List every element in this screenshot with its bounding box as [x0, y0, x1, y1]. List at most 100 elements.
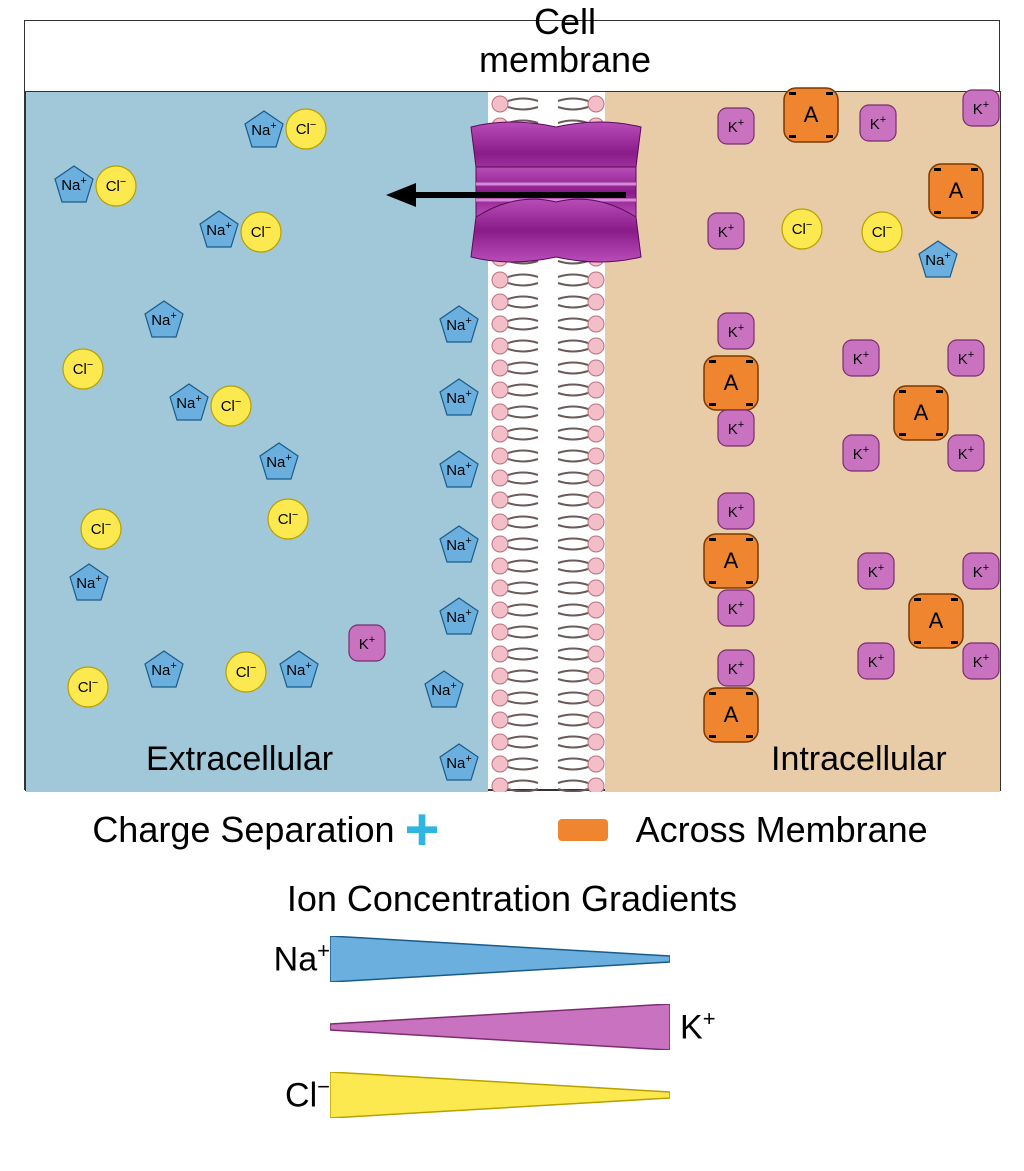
- k-ion: K+: [960, 640, 1002, 682]
- na-ion: Na+: [256, 439, 302, 485]
- k-icon: K+: [960, 640, 1002, 682]
- a-icon: A: [890, 382, 952, 444]
- a-ion: A: [890, 382, 952, 444]
- cl-ion: Cl−: [66, 665, 110, 709]
- na-icon: Na+: [436, 375, 482, 421]
- na-icon: Na+: [66, 560, 112, 606]
- k-icon: K+: [840, 337, 882, 379]
- k-ion: K+: [960, 550, 1002, 592]
- na-ion: Na+: [141, 647, 187, 693]
- na-icon: Na+: [196, 207, 242, 253]
- diagram-container: Cell membrane Na+ Cl− Na+ Cl− Na+ Cl− Na…: [24, 20, 1000, 790]
- gradient-k-label: K+: [680, 1006, 750, 1047]
- na-ion: Na+: [436, 375, 482, 421]
- cl-ion: Cl−: [224, 650, 268, 694]
- k-ion: K+: [715, 310, 757, 352]
- cl-icon: Cl−: [780, 207, 824, 251]
- k-icon: K+: [857, 102, 899, 144]
- k-icon: K+: [715, 647, 757, 689]
- k-ion: K+: [945, 432, 987, 474]
- cl-icon: Cl−: [239, 210, 283, 254]
- na-icon: Na+: [436, 302, 482, 348]
- a-icon: A: [905, 590, 967, 652]
- na-ion: Na+: [421, 667, 467, 713]
- a-ion: A: [925, 160, 987, 222]
- na-icon: Na+: [436, 594, 482, 640]
- k-icon: K+: [705, 210, 747, 252]
- a-ion: A: [700, 530, 762, 592]
- cl-ion: Cl−: [94, 164, 138, 208]
- cl-icon: Cl−: [284, 107, 328, 151]
- cl-ion: Cl−: [860, 210, 904, 254]
- k-ion: K+: [346, 622, 388, 664]
- a-icon: A: [700, 684, 762, 746]
- flux-arrow: [386, 180, 636, 210]
- a-ion: A: [905, 590, 967, 652]
- na-icon: Na+: [436, 740, 482, 786]
- k-ion: K+: [715, 490, 757, 532]
- na-ion: Na+: [436, 447, 482, 493]
- na-ion: Na+: [276, 647, 322, 693]
- k-ion: K+: [945, 337, 987, 379]
- na-ion: Na+: [141, 297, 187, 343]
- k-icon: K+: [945, 432, 987, 474]
- k-icon: K+: [715, 407, 757, 449]
- a-ion: A: [700, 352, 762, 414]
- membrane-title: Cell membrane: [465, 3, 665, 79]
- k-ion: K+: [715, 587, 757, 629]
- k-icon: K+: [855, 550, 897, 592]
- k-ion: K+: [857, 102, 899, 144]
- cl-icon: Cl−: [94, 164, 138, 208]
- na-icon: Na+: [436, 447, 482, 493]
- cl-icon: Cl−: [224, 650, 268, 694]
- cl-icon: Cl−: [66, 665, 110, 709]
- gradients-title: Ion Concentration Gradients: [0, 878, 1024, 920]
- na-ion: Na+: [241, 107, 287, 153]
- k-ion: K+: [960, 87, 1002, 129]
- svg-text:A: A: [949, 178, 964, 203]
- minus-icon: [558, 819, 608, 841]
- k-icon: K+: [840, 432, 882, 474]
- charge-right-text: Across Membrane: [636, 809, 928, 851]
- cl-icon: Cl−: [79, 507, 123, 551]
- na-icon: Na+: [276, 647, 322, 693]
- k-ion: K+: [855, 550, 897, 592]
- k-icon: K+: [715, 490, 757, 532]
- gradient-cl: Cl−: [260, 1066, 760, 1124]
- cl-ion: Cl−: [209, 384, 253, 428]
- k-ion: K+: [705, 210, 747, 252]
- svg-text:A: A: [929, 608, 944, 633]
- svg-text:A: A: [724, 702, 739, 727]
- svg-text:A: A: [724, 548, 739, 573]
- gradient-na: Na+: [260, 930, 760, 988]
- na-ion: Na+: [166, 380, 212, 426]
- na-ion: Na+: [436, 302, 482, 348]
- na-icon: Na+: [141, 647, 187, 693]
- na-icon: Na+: [915, 237, 961, 283]
- gradient-na-label: Na+: [260, 938, 330, 979]
- na-icon: Na+: [241, 107, 287, 153]
- cl-icon: Cl−: [209, 384, 253, 428]
- extracellular-label: Extracellular: [146, 740, 333, 779]
- a-icon: A: [700, 352, 762, 414]
- na-ion: Na+: [51, 162, 97, 208]
- na-icon: Na+: [256, 439, 302, 485]
- k-ion: K+: [840, 337, 882, 379]
- charge-separation-row: Charge Separation + Across Membrane: [60, 800, 960, 860]
- k-ion: K+: [715, 105, 757, 147]
- a-icon: A: [925, 160, 987, 222]
- k-ion: K+: [840, 432, 882, 474]
- a-ion: A: [700, 684, 762, 746]
- cl-ion: Cl−: [780, 207, 824, 251]
- na-icon: Na+: [421, 667, 467, 713]
- cl-ion: Cl−: [79, 507, 123, 551]
- cl-ion: Cl−: [284, 107, 328, 151]
- na-icon: Na+: [141, 297, 187, 343]
- k-icon: K+: [715, 587, 757, 629]
- cl-ion: Cl−: [266, 497, 310, 541]
- na-ion: Na+: [436, 594, 482, 640]
- svg-text:A: A: [804, 102, 819, 127]
- gradients-legend: Na+ K+ Cl−: [260, 930, 760, 1134]
- k-icon: K+: [715, 310, 757, 352]
- k-ion: K+: [715, 407, 757, 449]
